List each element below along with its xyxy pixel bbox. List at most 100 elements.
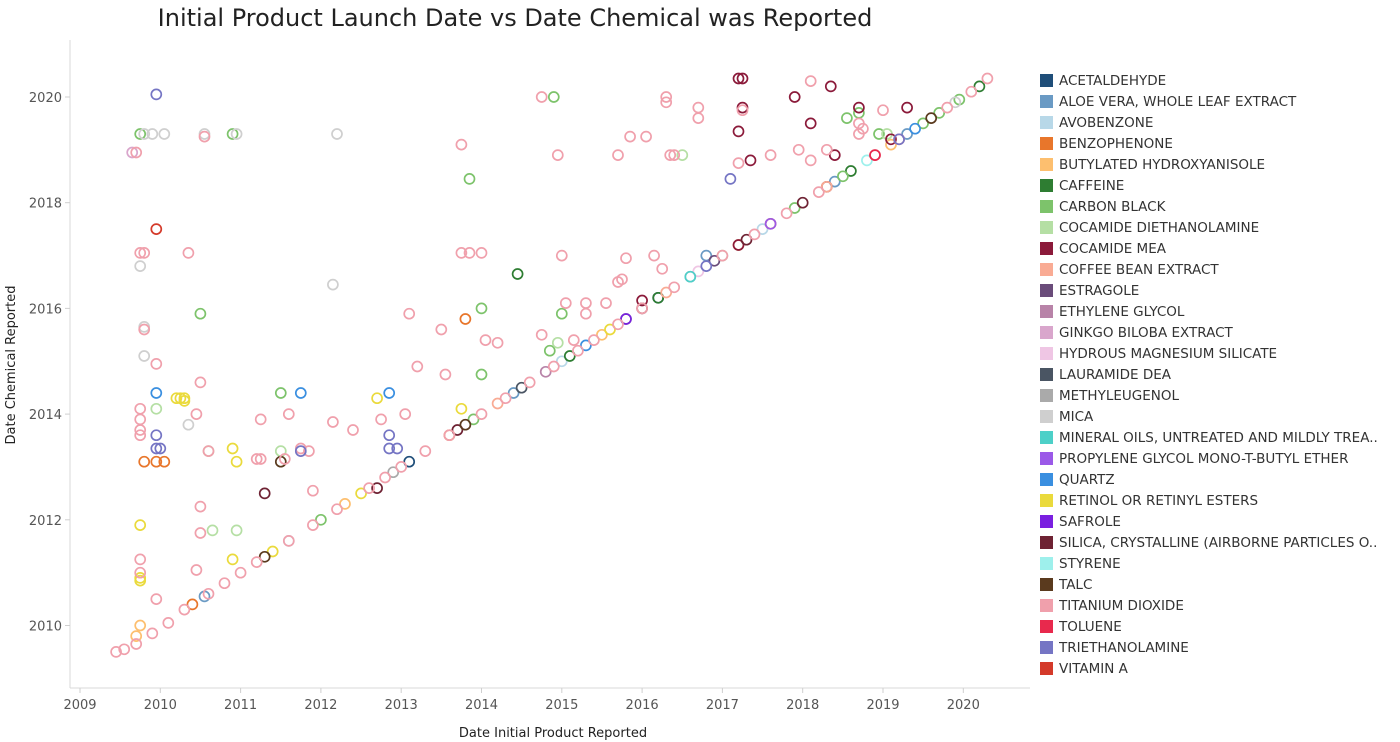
data-point[interactable] — [925, 112, 938, 124]
data-point[interactable] — [254, 453, 267, 465]
legend-item[interactable]: ALOE VERA, WHOLE LEAF EXTRACT — [1040, 91, 1400, 112]
legend-item[interactable]: TITANIUM DIOXIDE — [1040, 595, 1400, 616]
data-point[interactable] — [736, 104, 749, 117]
legend-item[interactable]: STYRENE — [1040, 553, 1400, 574]
legend-item[interactable]: TRIETHANOLAMINE — [1040, 637, 1400, 658]
data-point[interactable] — [110, 646, 122, 658]
data-point[interactable] — [443, 429, 456, 442]
data-point[interactable] — [596, 328, 608, 341]
data-point[interactable] — [792, 143, 805, 156]
legend-item[interactable]: BENZOPHENONE — [1040, 133, 1400, 154]
data-point[interactable] — [869, 149, 881, 161]
data-point[interactable] — [624, 130, 636, 143]
data-point[interactable] — [664, 149, 677, 161]
legend-item[interactable]: SAFROLE — [1040, 511, 1400, 532]
data-point[interactable] — [515, 381, 528, 394]
data-point[interactable] — [572, 344, 584, 357]
data-point[interactable] — [700, 260, 713, 272]
data-point[interactable] — [523, 376, 536, 389]
data-point[interactable] — [278, 453, 291, 465]
data-point[interactable] — [660, 96, 673, 109]
data-point[interactable] — [379, 471, 391, 484]
data-point[interactable] — [391, 442, 404, 455]
data-point[interactable] — [652, 291, 665, 304]
data-point[interactable] — [543, 344, 556, 357]
data-point[interactable] — [744, 154, 757, 167]
data-point[interactable] — [130, 630, 143, 642]
data-point[interactable] — [796, 196, 809, 209]
data-point[interactable] — [150, 358, 163, 370]
legend-item[interactable]: TALC — [1040, 574, 1400, 595]
data-point[interactable] — [198, 130, 211, 143]
data-point[interactable] — [190, 408, 203, 420]
data-point[interactable] — [620, 252, 632, 265]
legend-item[interactable]: TOLUENE — [1040, 616, 1400, 637]
data-point[interactable] — [841, 112, 853, 124]
data-point[interactable] — [158, 455, 171, 468]
data-point[interactable] — [965, 85, 978, 98]
data-point[interactable] — [134, 619, 147, 632]
data-point[interactable] — [475, 408, 488, 420]
data-point[interactable] — [451, 424, 464, 436]
data-point[interactable] — [740, 233, 753, 246]
legend-item[interactable]: GINKGO BILOBA EXTRACT — [1040, 322, 1400, 343]
data-point[interactable] — [917, 117, 929, 130]
data-point[interactable] — [234, 566, 247, 579]
data-point[interactable] — [551, 149, 564, 161]
data-point[interactable] — [202, 587, 215, 600]
data-point[interactable] — [307, 484, 319, 497]
data-point[interactable] — [732, 239, 745, 251]
data-point[interactable] — [282, 535, 295, 547]
legend-item[interactable]: ETHYLENE GLYCOL — [1040, 301, 1400, 322]
data-point[interactable] — [250, 556, 263, 568]
data-point[interactable] — [230, 455, 243, 468]
data-point[interactable] — [134, 566, 147, 579]
legend-item[interactable]: COCAMIDE MEA — [1040, 238, 1400, 259]
data-point[interactable] — [732, 157, 745, 169]
data-point[interactable] — [154, 442, 167, 455]
data-point[interactable] — [282, 408, 295, 420]
data-point[interactable] — [909, 122, 921, 135]
data-point[interactable] — [901, 101, 913, 114]
data-point[interactable] — [294, 445, 307, 457]
data-point[interactable] — [162, 617, 175, 629]
data-point[interactable] — [194, 376, 207, 389]
data-point[interactable] — [804, 154, 817, 167]
data-point[interactable] — [455, 138, 468, 151]
data-point[interactable] — [475, 302, 488, 315]
data-point[interactable] — [559, 297, 572, 309]
data-point[interactable] — [150, 88, 163, 101]
data-point[interactable] — [371, 482, 383, 494]
data-point[interactable] — [178, 395, 191, 407]
legend-item[interactable]: AVOBENZONE — [1040, 112, 1400, 133]
data-point[interactable] — [479, 334, 492, 346]
data-point[interactable] — [307, 519, 319, 531]
data-point[interactable] — [146, 627, 159, 640]
legend-item[interactable]: ACETALDEHYDE — [1040, 70, 1400, 91]
data-point[interactable] — [347, 424, 359, 436]
data-point[interactable] — [736, 72, 749, 85]
data-point[interactable] — [274, 387, 287, 399]
data-point[interactable] — [303, 445, 315, 457]
data-point[interactable] — [455, 247, 468, 259]
data-point[interactable] — [612, 318, 624, 331]
data-point[interactable] — [182, 247, 195, 259]
legend-item[interactable]: BUTYLATED HYDROXYANISOLE — [1040, 154, 1400, 175]
data-point[interactable] — [660, 91, 673, 103]
data-point[interactable] — [535, 91, 548, 103]
data-point[interactable] — [837, 170, 849, 183]
data-point[interactable] — [134, 413, 147, 426]
data-point[interactable] — [684, 270, 697, 283]
data-point[interactable] — [668, 149, 681, 161]
data-point[interactable] — [580, 339, 592, 352]
data-point[interactable] — [250, 453, 263, 465]
data-point[interactable] — [258, 487, 271, 500]
data-point[interactable] — [331, 128, 343, 140]
data-point[interactable] — [403, 307, 416, 320]
data-point[interactable] — [820, 180, 833, 193]
data-point[interactable] — [491, 336, 504, 349]
data-point[interactable] — [692, 265, 705, 278]
data-point[interactable] — [134, 553, 147, 566]
data-point[interactable] — [331, 503, 343, 516]
data-point[interactable] — [230, 128, 243, 140]
